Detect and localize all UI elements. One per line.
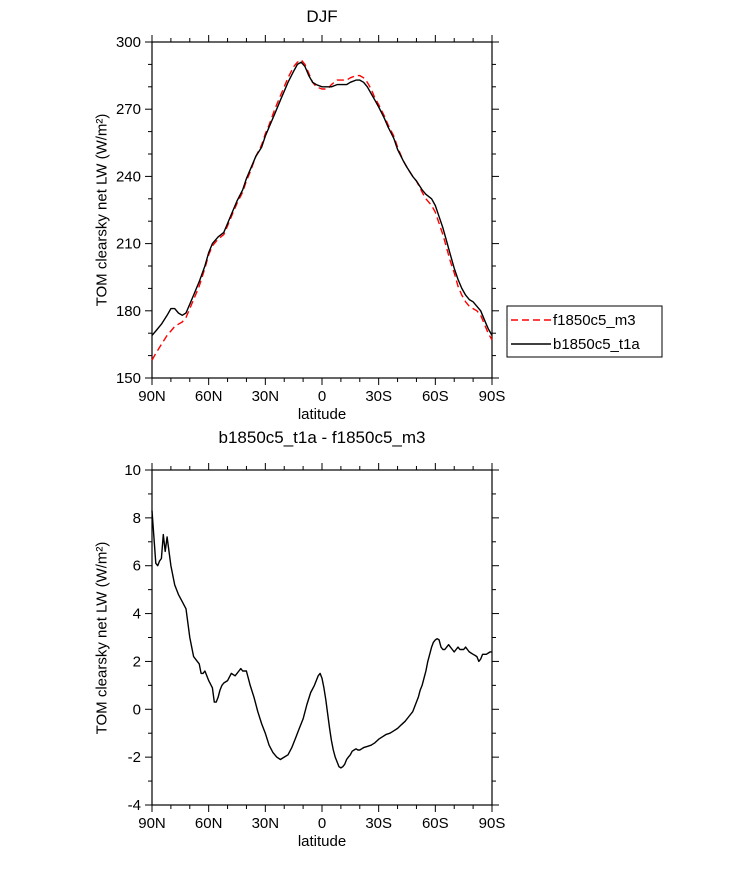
x-tick-label: 30S <box>365 388 392 405</box>
chart-difference: 90N 60N 30N 0 30S 60S 90S -4 -2 0 2 4 6 8 10 <box>124 462 505 832</box>
x-tick-label: 30N <box>252 815 280 832</box>
y-tick-label: 180 <box>116 303 141 320</box>
chart-djf: 90N 60N 30N 0 30S 60S 90S 150 180 210 240 270 300 f18… <box>116 34 663 405</box>
x-tick-label: 60N <box>195 388 223 405</box>
legend-label: b1850c5_t1a <box>553 336 640 353</box>
y-tick-label: 150 <box>116 370 141 387</box>
bottom-chart-xlabel: latitude <box>297 833 347 850</box>
x-tick-label: 90N <box>138 388 166 405</box>
y-tick-label: -2 <box>128 749 141 766</box>
series-b1850c5_t1a <box>151 61 493 336</box>
y-tick-label: 270 <box>116 101 141 118</box>
bottom-chart-ylabel: TOM clearsky net LW (W/m²) <box>93 541 111 735</box>
bottom-chart-title: b1850c5_t1a - f1850c5_m3 <box>218 428 426 447</box>
x-tick-label: 30S <box>365 815 392 832</box>
y-tick-label: 4 <box>133 606 141 623</box>
y-tick-label: -4 <box>128 797 141 814</box>
top-chart-xlabel: latitude <box>297 406 347 423</box>
y-tick-label: 0 <box>133 701 141 718</box>
x-tick-label: 90S <box>479 388 506 405</box>
y-tick-label: 300 <box>116 34 141 51</box>
x-tick-label: 0 <box>318 815 326 832</box>
y-tick-label: 240 <box>116 168 141 185</box>
top-chart-ylabel: TOM clearsky net LW (W/m²) <box>93 113 111 307</box>
legend-box <box>506 305 663 358</box>
series-difference <box>151 510 492 769</box>
x-tick-label: 0 <box>318 388 326 405</box>
legend-label: f1850c5_m3 <box>553 312 636 329</box>
legend: f1850c5_m3 b1850c5_t1a <box>506 305 663 358</box>
x-tick-label: 60N <box>195 815 223 832</box>
x-tick-label: 30N <box>252 388 280 405</box>
y-tick-label: 10 <box>124 462 141 479</box>
x-tick-label: 90N <box>138 815 166 832</box>
x-tick-label: 60S <box>422 815 449 832</box>
y-tick-label: 2 <box>133 653 141 670</box>
y-tick-label: 8 <box>133 510 141 527</box>
plot-frame <box>151 469 493 806</box>
x-tick-label: 60S <box>422 388 449 405</box>
plot-frame <box>151 41 493 379</box>
top-chart-title: DJF <box>306 7 338 26</box>
x-tick-label: 90S <box>479 815 506 832</box>
y-tick-label: 210 <box>116 236 141 253</box>
series-f1850c5_m3 <box>151 59 493 361</box>
y-tick-label: 6 <box>133 558 141 575</box>
